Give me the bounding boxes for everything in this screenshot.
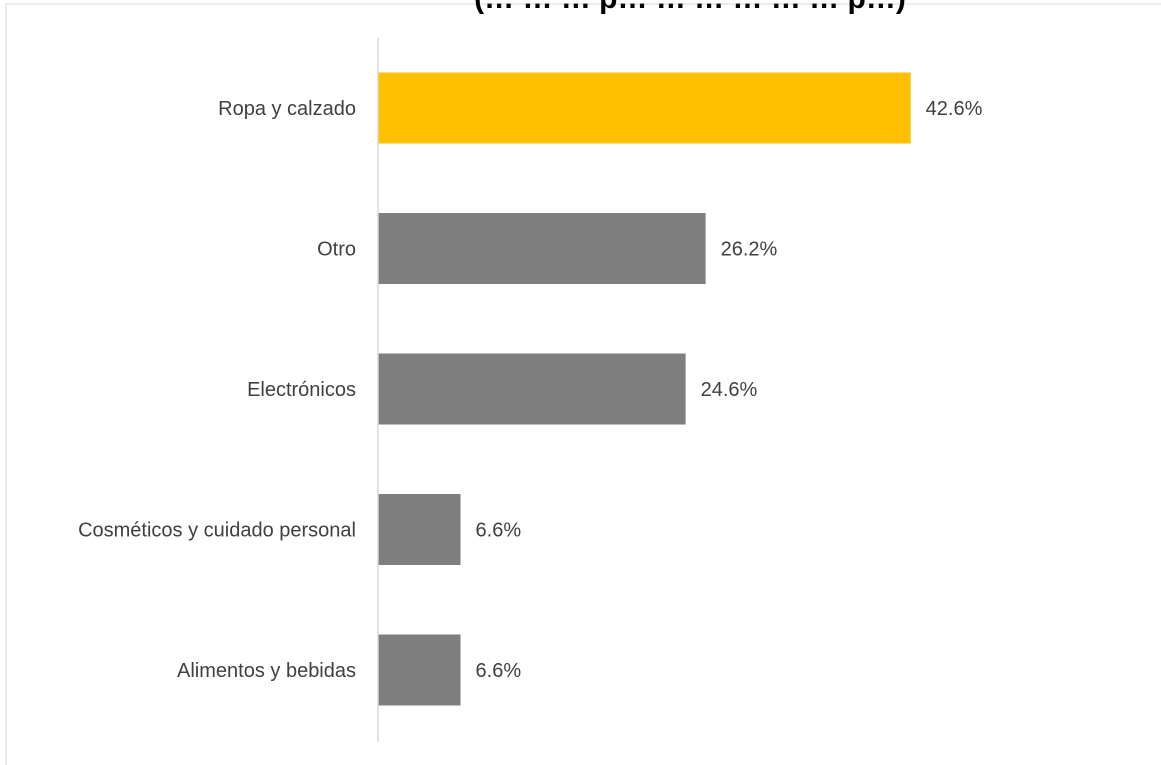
bar-cosmeticos-y-cuidado-personal [378,494,461,565]
category-label-electronicos: Electrónicos [247,379,356,401]
category-label-otro: Otro [317,239,356,261]
bar-otro [378,213,706,284]
value-label-electronicos: 24.6% [701,379,758,401]
category-label-ropa-y-calzado: Ropa y calzado [218,98,356,120]
value-label-ropa-y-calzado: 42.6% [926,98,983,120]
chart-title: (… … … p… … … … … … p…) [474,0,906,15]
value-label-otro: 26.2% [721,239,778,261]
chart-area-border [5,3,1161,765]
category-labels: Ropa y calzado Otro Electrónicos Cosméticos… [78,98,356,682]
category-label-alimentos-y-bebidas: Alimentos y bebidas [177,660,356,682]
bar-electronicos [378,353,686,425]
value-labels: 42.6% 26.2% 24.6% 6.6% 6.6% [476,98,983,682]
bar-alimentos-y-bebidas [378,634,461,706]
value-label-cosmeticos-y-cuidado-personal: 6.6% [476,520,522,542]
bars-group [378,72,911,706]
value-label-alimentos-y-bebidas: 6.6% [476,660,522,682]
category-label-cosmeticos-y-cuidado-personal: Cosméticos y cuidado personal [78,520,356,542]
bar-ropa-y-calzado [378,72,911,144]
